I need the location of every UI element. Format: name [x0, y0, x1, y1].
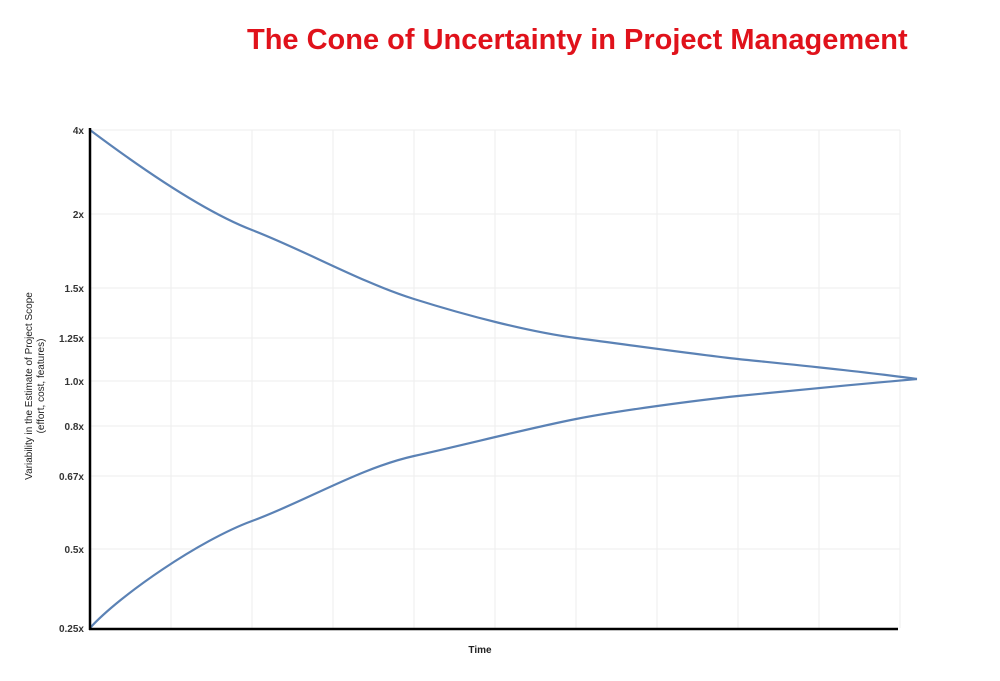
y-tick-2x: 2x — [73, 210, 85, 221]
chart-title: The Cone of Uncertainty in Project Manag… — [247, 24, 908, 56]
lower-bound-curve — [89, 377, 918, 629]
y-axis-label: Variability in the Estimate of Project S… — [24, 292, 47, 480]
x-axis-label: Time — [468, 645, 492, 656]
gridlines — [90, 129, 901, 628]
y-tick-0-5x: 0.5x — [65, 545, 85, 556]
y-axis-ticks: 4x 2x 1.5x 1.25x 1.0x 0.8x 0.67x 0.5x 0.… — [59, 126, 84, 635]
y-tick-0-67x: 0.67x — [59, 472, 84, 483]
y-tick-1-5x: 1.5x — [65, 284, 85, 295]
upper-bound-curve — [89, 129, 918, 381]
y-tick-4x: 4x — [73, 126, 85, 137]
y-tick-0-8x: 0.8x — [65, 422, 85, 433]
y-tick-1-25x: 1.25x — [59, 334, 84, 345]
y-axis-label-line2: (effort, cost, features) — [36, 339, 47, 434]
y-tick-0-25x: 0.25x — [59, 624, 84, 635]
y-tick-1-0x: 1.0x — [65, 377, 85, 388]
y-axis-label-line1: Variability in the Estimate of Project S… — [24, 292, 35, 480]
